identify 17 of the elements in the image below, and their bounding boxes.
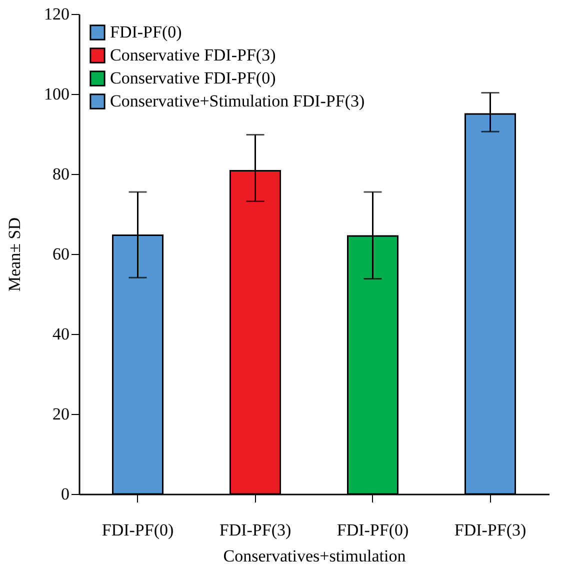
- y-tick-label: 60: [52, 244, 70, 264]
- x-tick-label: FDI-PF(3): [219, 520, 292, 540]
- legend-label: Conservative+Stimulation FDI-PF(3): [110, 92, 365, 110]
- y-tick-label: 120: [44, 4, 70, 24]
- legend-label: Conservative FDI-PF(3): [110, 46, 276, 64]
- y-tick-label: 100: [44, 84, 70, 104]
- y-tick-label: 80: [52, 164, 70, 184]
- legend-label: FDI-PF(0): [110, 22, 182, 42]
- x-tick-label: FDI-PF(0): [102, 520, 174, 540]
- x-tick-label: FDI-PF(0): [336, 520, 409, 540]
- x-tick-label: FDI-PF(3): [454, 520, 526, 540]
- y-axis-title: Mean± SD: [5, 217, 24, 292]
- x-axis-title: Conservatives+stimulation: [223, 546, 406, 566]
- y-tick-label: 20: [52, 404, 70, 424]
- y-tick-label: 0: [61, 484, 70, 504]
- legend-label: Conservative FDI-PF(0): [110, 68, 276, 88]
- y-tick-label: 40: [52, 324, 70, 344]
